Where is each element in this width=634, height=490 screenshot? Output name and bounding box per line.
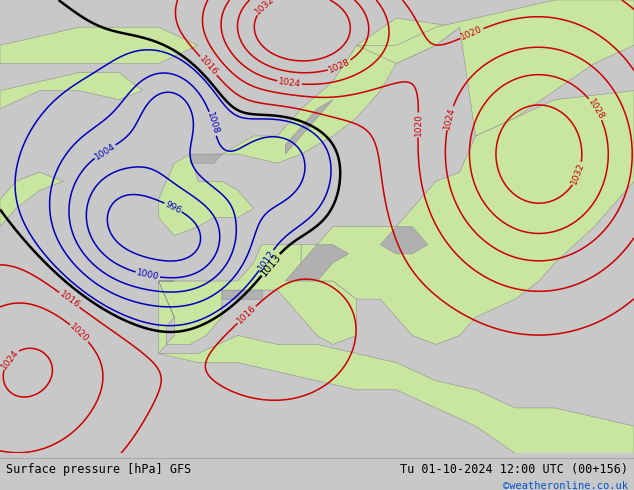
Polygon shape xyxy=(285,245,349,281)
Polygon shape xyxy=(198,18,460,163)
Text: 1000: 1000 xyxy=(136,269,160,282)
Text: Tu 01-10-2024 12:00 UTC (00+156): Tu 01-10-2024 12:00 UTC (00+156) xyxy=(399,463,628,476)
Text: 1016: 1016 xyxy=(58,290,81,310)
Text: 1013: 1013 xyxy=(258,251,283,278)
Text: 1028: 1028 xyxy=(327,57,352,74)
Text: 1020: 1020 xyxy=(68,322,91,344)
Polygon shape xyxy=(0,27,198,63)
Text: 1016: 1016 xyxy=(235,303,258,326)
Text: 1024: 1024 xyxy=(0,347,20,371)
Text: 1004: 1004 xyxy=(93,141,117,161)
Polygon shape xyxy=(158,154,254,236)
Text: 1016: 1016 xyxy=(197,54,219,77)
Polygon shape xyxy=(380,226,428,254)
Text: 996: 996 xyxy=(164,199,183,215)
Polygon shape xyxy=(0,73,143,109)
Text: Surface pressure [hPa] GFS: Surface pressure [hPa] GFS xyxy=(6,463,191,476)
Polygon shape xyxy=(158,245,356,354)
Text: 1008: 1008 xyxy=(205,111,221,136)
Polygon shape xyxy=(0,172,63,226)
Polygon shape xyxy=(190,154,222,163)
Text: 1020: 1020 xyxy=(460,24,484,42)
Text: 1024: 1024 xyxy=(443,106,457,130)
Text: 1024: 1024 xyxy=(278,77,301,89)
Polygon shape xyxy=(356,0,634,136)
Polygon shape xyxy=(222,290,261,299)
Text: 1012: 1012 xyxy=(256,248,276,272)
Polygon shape xyxy=(301,91,634,344)
Polygon shape xyxy=(285,99,333,154)
Text: 1020: 1020 xyxy=(413,114,423,136)
Text: 1028: 1028 xyxy=(586,97,605,121)
Text: 1032: 1032 xyxy=(570,162,586,186)
Text: 1032: 1032 xyxy=(254,0,276,17)
Text: ©weatheronline.co.uk: ©weatheronline.co.uk xyxy=(503,481,628,490)
Polygon shape xyxy=(158,336,634,453)
